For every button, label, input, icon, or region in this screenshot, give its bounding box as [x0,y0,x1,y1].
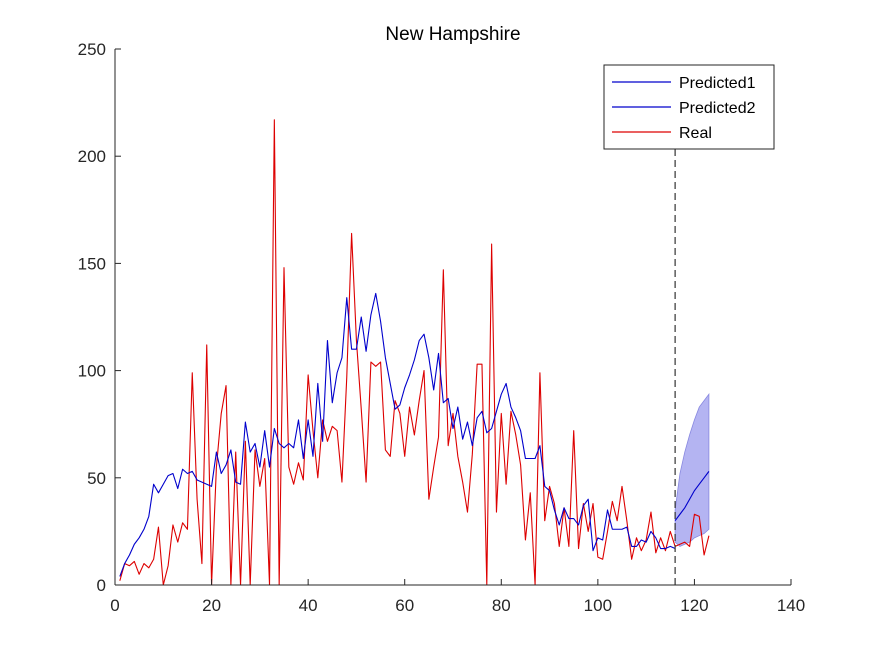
y-tick-label: 50 [87,469,106,488]
predicted2-confidence-band [674,392,710,547]
x-tick-label: 100 [584,596,612,615]
x-tick-label: 60 [395,596,414,615]
series-line-real [119,119,710,586]
x-tick-label: 80 [492,596,511,615]
x-tick-label: 0 [110,596,119,615]
legend-label-real: Real [679,125,712,142]
x-tick-label: 40 [299,596,318,615]
y-tick-label: 200 [78,147,106,166]
series-line-predicted1 [119,292,676,577]
series-line-predicted2 [674,471,710,522]
x-tick-label: 20 [202,596,221,615]
y-tick-label: 0 [97,576,106,595]
legend-label-predicted1: Predicted1 [679,75,756,92]
y-tick-label: 150 [78,254,106,273]
legend: Predicted1 Predicted2 Real [603,64,775,150]
axes: 0 20 40 60 80 100 120 140 0 50 100 150 200 250 [78,40,806,615]
y-tick-label: 250 [78,40,106,59]
plot-area [119,119,710,586]
x-tick-label: 120 [680,596,708,615]
legend-label-predicted2: Predicted2 [679,100,756,117]
chart-title: New Hampshire [385,24,520,45]
y-tick-label: 100 [78,362,106,381]
x-tick-label: 140 [777,596,805,615]
